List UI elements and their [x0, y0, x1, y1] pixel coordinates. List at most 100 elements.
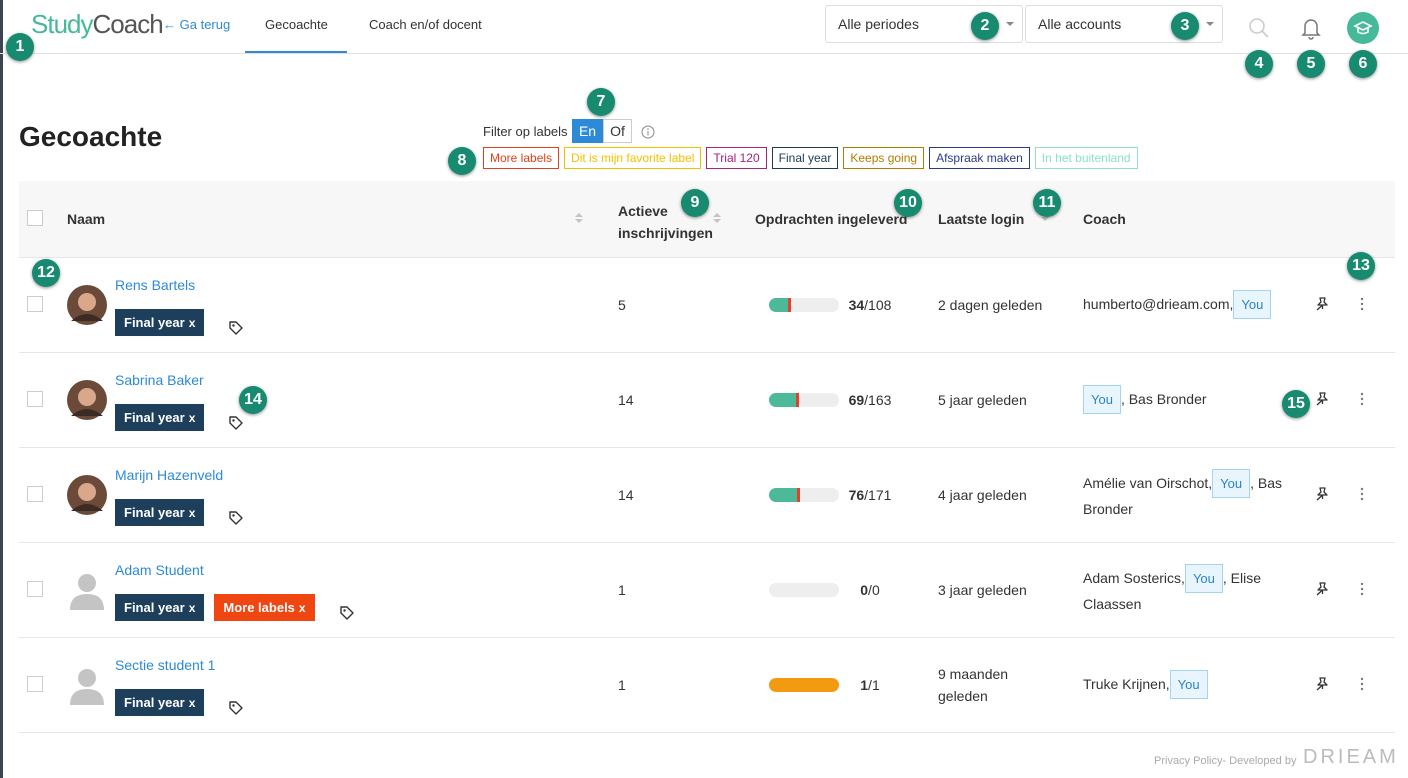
more-menu[interactable]: [1359, 296, 1365, 315]
submission-count: 0/0: [834, 582, 906, 598]
pin-button[interactable]: [1314, 581, 1330, 600]
bell-icon[interactable]: [1300, 15, 1322, 41]
avatar: [67, 570, 107, 613]
progress-fill: [769, 298, 792, 312]
add-tag-icon[interactable]: [339, 605, 355, 624]
total-count: 0: [871, 582, 880, 598]
period-select[interactable]: Alle periodes: [825, 5, 1023, 43]
row-checkbox[interactable]: [27, 676, 43, 692]
more-menu[interactable]: [1359, 391, 1365, 410]
sort-icon[interactable]: [712, 211, 722, 225]
filter-chip[interactable]: Dit is mijn favorite label: [564, 147, 702, 169]
tab[interactable]: Gecoachte: [265, 17, 328, 32]
add-tag-icon[interactable]: [228, 415, 244, 434]
separator: /: [864, 297, 869, 313]
coach-list: Adam Sosterics, You, Elise Claassen: [1083, 563, 1283, 616]
pin-button[interactable]: [1314, 296, 1330, 315]
tag-remove[interactable]: x: [188, 316, 196, 330]
filter-chip[interactable]: Trial 120: [706, 147, 767, 169]
filter-label: Filter op labels: [483, 124, 568, 139]
filter-of[interactable]: Of: [603, 119, 632, 143]
avatar: [67, 665, 107, 708]
search-icon[interactable]: [1248, 17, 1270, 39]
side-strip: [0, 0, 3, 778]
tag-text: Final year: [124, 410, 185, 425]
progress-marker: [788, 298, 792, 312]
table-row: Sectie student 1 Final year x 1 1/1 9 maanden…: [19, 637, 1395, 733]
more-menu[interactable]: [1359, 581, 1365, 600]
last-login: 2 dagen geleden: [938, 296, 1043, 313]
tab[interactable]: Coach en/of docent: [369, 17, 482, 32]
progress-bar: [769, 583, 839, 597]
add-tag-icon[interactable]: [228, 320, 244, 339]
student-name[interactable]: Marijn Hazenveld: [115, 467, 224, 483]
student-name[interactable]: Adam Student: [115, 562, 204, 578]
coach-name: Amélie van Oirschot,: [1083, 474, 1213, 491]
tag: Final year x: [115, 309, 205, 336]
tag-list: Final year x: [115, 401, 244, 434]
you-badge: You: [1169, 670, 1208, 699]
tag-text: Final year: [124, 505, 185, 520]
col-header[interactable]: Opdrachten ingeleverd: [755, 211, 908, 227]
sort-icon[interactable]: [1040, 215, 1050, 225]
filter-chip[interactable]: More labels: [483, 147, 560, 169]
tag-remove[interactable]: x: [188, 696, 196, 710]
back-link[interactable]: ← Ga terug: [163, 17, 230, 32]
logo[interactable]: StudyCoach: [31, 9, 164, 40]
add-tag-icon[interactable]: [228, 700, 244, 719]
back-arrow: ←: [163, 17, 180, 32]
tag: Final year x: [115, 499, 205, 526]
row-checkbox[interactable]: [27, 486, 43, 502]
coach-cell: Amélie van Oirschot, You, Bas Bronder: [1083, 447, 1283, 542]
filter-chip[interactable]: In het buitenland: [1034, 147, 1138, 169]
callout: 8: [448, 147, 476, 175]
last-login: 4 jaar geleden: [938, 486, 1027, 503]
last-login: 9 maanden geleden: [938, 665, 1009, 704]
callout: 15: [1282, 390, 1310, 418]
more-menu[interactable]: [1359, 676, 1365, 695]
profile-icon[interactable]: [1347, 12, 1379, 44]
col-header[interactable]: Naam: [67, 211, 106, 227]
callout: 5: [1297, 50, 1325, 78]
progress-bar: [769, 298, 839, 312]
account-select[interactable]: Alle accounts: [1025, 5, 1223, 43]
footer-text[interactable]: Privacy Policy- Developed by: [1154, 755, 1297, 767]
filter-en[interactable]: En: [572, 119, 603, 143]
coach-name: , Elise Claassen: [1083, 569, 1261, 612]
submission-count: 34/108: [834, 297, 906, 313]
student-name[interactable]: Sectie student 1: [115, 657, 216, 673]
table-row: Rens Bartels Final year x 5 34/108 2 dagen ge…: [19, 257, 1395, 353]
row-checkbox[interactable]: [27, 296, 43, 312]
student-name[interactable]: Rens Bartels: [115, 277, 196, 293]
submission-count: 1/1: [834, 677, 906, 693]
select-all[interactable]: [27, 210, 43, 226]
progress-marker: [797, 488, 801, 502]
callout: 9: [681, 189, 709, 217]
col-header[interactable]: Actieve inschrijvingen: [618, 203, 713, 241]
pin-button[interactable]: [1314, 676, 1330, 695]
tag-text: Final year: [124, 600, 185, 615]
enrollments: 1: [618, 582, 626, 598]
tag-list: Final year x: [115, 496, 244, 529]
tag-remove[interactable]: x: [188, 411, 196, 425]
row-checkbox[interactable]: [27, 581, 43, 597]
add-tag-icon[interactable]: [228, 510, 244, 529]
pin-button[interactable]: [1314, 391, 1330, 410]
callout: 1: [6, 33, 34, 61]
row-checkbox[interactable]: [27, 391, 43, 407]
filter-chip[interactable]: Final year: [771, 147, 839, 169]
more-menu[interactable]: [1359, 486, 1365, 505]
coach-name: humberto@drieam.com,: [1083, 296, 1234, 312]
coach-name: Adam Sosterics,: [1083, 569, 1185, 586]
tag-remove[interactable]: x: [298, 601, 306, 615]
info-icon[interactable]: [641, 125, 655, 139]
tag-remove[interactable]: x: [188, 506, 196, 520]
tag-remove[interactable]: x: [188, 601, 196, 615]
col-header[interactable]: Laatste login: [938, 211, 1025, 227]
progress-fill: [769, 678, 839, 692]
filter-chip[interactable]: Keeps going: [843, 147, 925, 169]
pin-button[interactable]: [1314, 486, 1330, 505]
sort-icon[interactable]: [574, 211, 584, 225]
filter-chip[interactable]: Afspraak maken: [929, 147, 1030, 169]
student-name[interactable]: Sabrina Baker: [115, 372, 204, 388]
